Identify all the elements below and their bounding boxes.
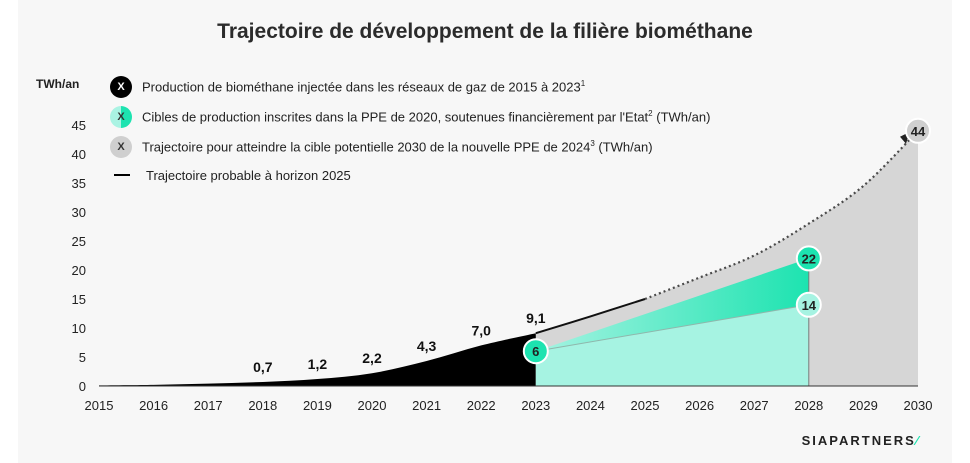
legend-item-ppe-2020: X Cibles de production inscrites dans la… xyxy=(110,106,710,128)
data-label-circle xyxy=(795,245,822,272)
data-label: 14 xyxy=(802,298,817,313)
y-tick-label: 35 xyxy=(72,176,86,191)
y-tick-label: 25 xyxy=(72,234,86,249)
legend-label: Production de biométhane injectée dans l… xyxy=(142,79,586,95)
line-probable-trend-2025 xyxy=(535,298,646,335)
y-tick-label: 15 xyxy=(72,292,86,307)
x-tick-label: 2030 xyxy=(904,398,933,413)
legend-marker-production: X xyxy=(110,76,132,98)
x-tick-label: 2021 xyxy=(412,398,441,413)
legend: X Production de biométhane injectée dans… xyxy=(110,76,710,194)
data-label-circle xyxy=(522,338,549,365)
data-label: 2,2 xyxy=(362,350,382,366)
data-label: 0,7 xyxy=(253,359,273,375)
line-ppe-2020-low-edge xyxy=(535,304,809,352)
x-tick-label: 2018 xyxy=(248,398,277,413)
data-label: 7,0 xyxy=(471,322,491,338)
data-label: 6 xyxy=(532,344,539,359)
legend-label: Cibles de production inscrites dans la P… xyxy=(142,109,711,125)
y-tick-label: 0 xyxy=(79,379,86,394)
siapartners-logo: SIAPARTNERS⁄ xyxy=(801,433,920,448)
x-tick-label: 2023 xyxy=(521,398,550,413)
line-ppe-2024-dotted xyxy=(644,130,919,301)
x-tick-label: 2025 xyxy=(631,398,660,413)
x-tick-label: 2028 xyxy=(794,398,823,413)
x-tick-label: 2026 xyxy=(685,398,714,413)
legend-item-ppe-2024: X Trajectoire pour atteindre la cible po… xyxy=(110,136,710,158)
data-label: 4,3 xyxy=(417,338,437,354)
area-ppe-2020-low xyxy=(535,304,809,386)
legend-label: Trajectoire probable à horizon 2025 xyxy=(146,167,351,183)
legend-marker-trend-line xyxy=(114,174,130,176)
x-tick-label: 2016 xyxy=(139,398,168,413)
data-label: 1,2 xyxy=(308,356,328,372)
y-tick-label: 40 xyxy=(72,147,86,162)
x-tick-label: 2024 xyxy=(576,398,605,413)
chart-title: Trajectoire de développement de la filiè… xyxy=(217,20,753,43)
y-tick-label: 10 xyxy=(72,321,86,336)
area-ppe-2020-high xyxy=(535,258,809,352)
y-tick-label: 45 xyxy=(72,118,86,133)
x-tick-label: 2027 xyxy=(740,398,769,413)
data-label: 22 xyxy=(802,251,816,266)
data-label-circle xyxy=(905,117,931,144)
legend-label: Trajectoire pour atteindre la cible pote… xyxy=(142,139,653,155)
y-tick-label: 30 xyxy=(72,205,86,220)
y-tick-label: 20 xyxy=(72,263,86,278)
legend-item-production: X Production de biométhane injectée dans… xyxy=(110,76,710,98)
data-label-circle xyxy=(795,291,822,318)
area-historical-production xyxy=(99,333,536,386)
data-label: 9,1 xyxy=(526,310,546,326)
legend-marker-ppe-2024: X xyxy=(110,136,132,158)
x-tick-label: 2017 xyxy=(194,398,223,413)
x-tick-label: 2015 xyxy=(85,398,114,413)
data-label: 44 xyxy=(911,124,926,139)
x-tick-label: 2022 xyxy=(467,398,496,413)
x-tick-label: 2019 xyxy=(303,398,332,413)
legend-item-trend: Trajectoire probable à horizon 2025 xyxy=(110,164,710,186)
y-tick-label: 5 xyxy=(79,350,86,365)
x-tick-label: 2020 xyxy=(358,398,387,413)
y-axis-unit-label: TWh/an xyxy=(36,77,80,91)
x-tick-label: 2029 xyxy=(849,398,878,413)
legend-marker-ppe-2020: X xyxy=(110,106,132,128)
